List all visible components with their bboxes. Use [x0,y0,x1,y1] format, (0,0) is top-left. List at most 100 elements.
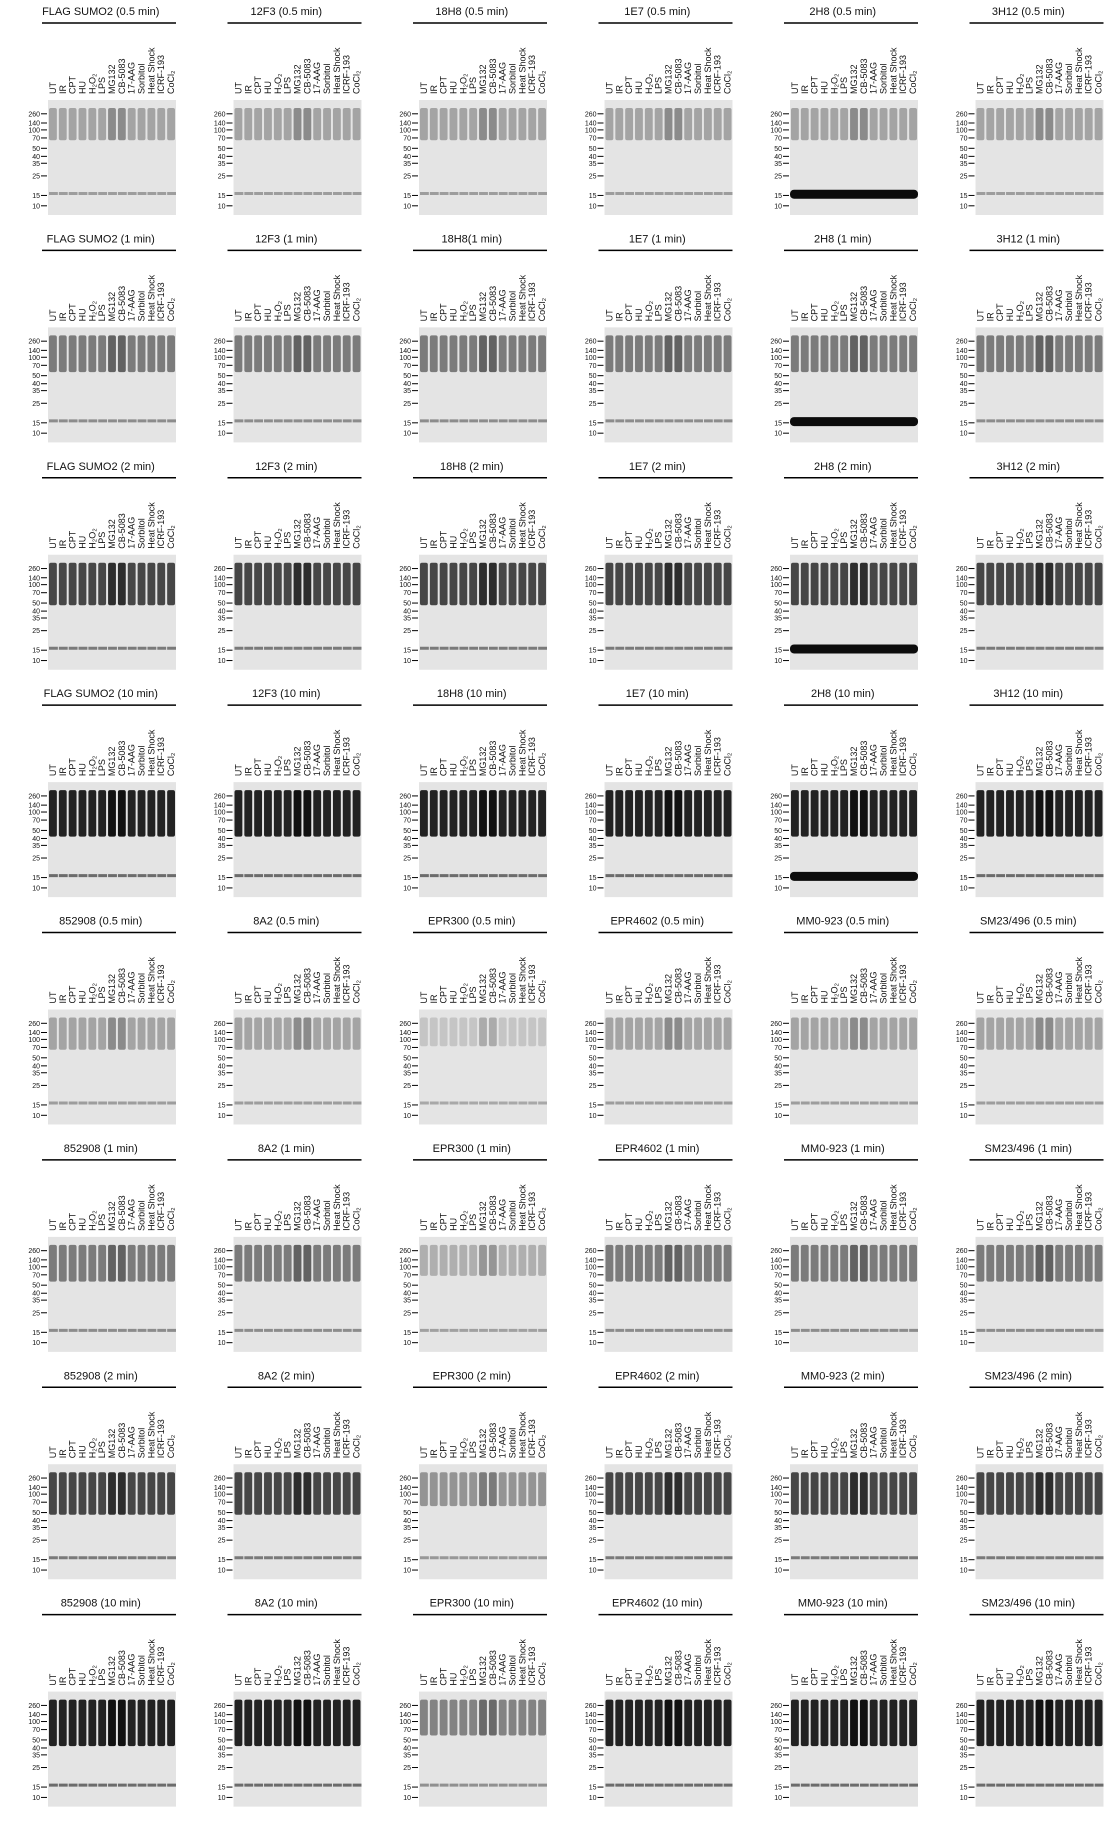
panel-title: EPR300 (1 min) [433,1143,511,1155]
panel-title: SM23/496 (1 min) [985,1143,1072,1155]
lane-smear [69,108,77,140]
lane-label: MG132 [1035,974,1045,1004]
lane-label: 17-AAG [1054,971,1064,1003]
marker-label: 25 [218,1538,226,1545]
lane-label: UT [790,82,800,94]
lane-smear [138,335,146,372]
lane-label: CPT [253,1440,263,1459]
lane-band [118,419,127,422]
lane-smear [499,108,507,140]
lane-smear [98,790,106,836]
lane-smear [645,790,653,836]
lane-band [49,874,58,877]
marker-label: 50 [774,1283,782,1290]
lane-band [996,874,1005,877]
marker-label: 25 [32,1765,40,1772]
lane-smear [850,790,858,836]
marker-label: 260 [770,793,782,800]
lane-band [704,1784,713,1787]
lane-band [333,1556,342,1559]
lane-band [977,419,986,422]
lane-smear [714,790,722,836]
lane-label: MG132 [293,1656,303,1686]
lane-label: ICRF-193 [156,1192,166,1231]
lane-band [450,419,459,422]
lane-smear [606,108,614,140]
marker-label: 10 [960,1568,968,1575]
lane-band [264,192,273,195]
marker-label: 10 [960,1340,968,1347]
lane-smear [244,1018,252,1050]
lane-smear [1065,790,1073,836]
lane-smear [801,1472,809,1515]
lane-band [655,419,664,422]
lane-label: ICRF-193 [898,1192,908,1231]
lane-band [1055,1556,1064,1559]
lane-band [313,192,322,195]
lane-smear [254,790,262,836]
marker-label: 35 [589,1752,597,1759]
lane-label: UT [604,309,614,321]
lane-label: HU [448,763,458,776]
lane-label: 17-AAG [127,289,137,321]
lane-label: H₂O₂ [644,528,654,549]
lane-band [108,1784,117,1787]
lane-band [157,1102,166,1105]
blot-panel: SM23/496 (2 min)UTIRCPTHUH₂O₂LPSMG132CB-… [956,1370,1104,1579]
panel-title: 852908 (2 min) [64,1370,138,1382]
blot-panel: MM0-923 (2 min)UTIRCPTHUH₂O₂LPSMG132CB-5… [770,1370,918,1579]
marker-label: 35 [403,1525,411,1532]
marker-label: 15 [218,875,226,882]
marker-label: 70 [774,1727,782,1734]
blot-panel: 18H8 (10 min)UTIRCPTHUH₂O₂LPSMG132CB-508… [399,688,547,897]
lane-band [830,1784,839,1787]
lane-smear [313,563,321,606]
marker-label: 100 [28,1719,40,1726]
lane-smear [1095,1018,1103,1050]
lane-smear [235,1472,243,1515]
lane-label: HU [634,1445,644,1458]
blot-panel: 852908 (2 min)UTIRCPTHUH₂O₂LPSMG132CB-50… [28,1370,176,1579]
panel-title: 3H12 (10 min) [993,688,1063,700]
lane-band [323,1556,332,1559]
lane-smear [1045,335,1053,372]
lane-band [343,1102,352,1105]
lane-smear [684,1018,692,1050]
marker-label: 35 [589,843,597,850]
lane-label: ICRF-193 [156,964,166,1003]
lane-smear [323,790,331,836]
lane-smear [343,1472,351,1515]
lane-smear [528,1472,536,1506]
lane-smear [284,1018,292,1050]
lane-band [303,647,312,650]
lane-smear [108,563,116,606]
lane-band [69,419,78,422]
lane-label: UT [604,82,614,94]
lane-smear [655,108,663,140]
lane-smear [1075,1245,1083,1282]
marker-label: 50 [960,828,968,835]
lane-label: UT [233,1673,243,1685]
lane-smear [791,1018,799,1050]
lane-band [88,1329,97,1332]
lane-smear [684,790,692,836]
lane-band [528,1784,537,1787]
lane-smear [244,1472,252,1515]
lane-label: H₂O₂ [829,1437,839,1458]
lane-smear [79,1700,87,1746]
lane-smear [625,1700,633,1746]
lane-band [811,1329,820,1332]
lane-label: CB-5083 [859,1423,869,1459]
lane-label: IR [614,767,624,777]
marker-label: 70 [589,135,597,142]
lane-label: UT [604,1218,614,1230]
lane-band [353,1784,362,1787]
lane-label: Sorbitol [322,1200,332,1231]
lane-band [489,1556,498,1559]
lane-band [801,1784,810,1787]
lane-label: UT [419,536,429,548]
marker-label: 15 [218,193,226,200]
marker-label: 35 [218,843,226,850]
lane-label: IR [800,84,810,94]
lane-smear [538,1018,546,1047]
